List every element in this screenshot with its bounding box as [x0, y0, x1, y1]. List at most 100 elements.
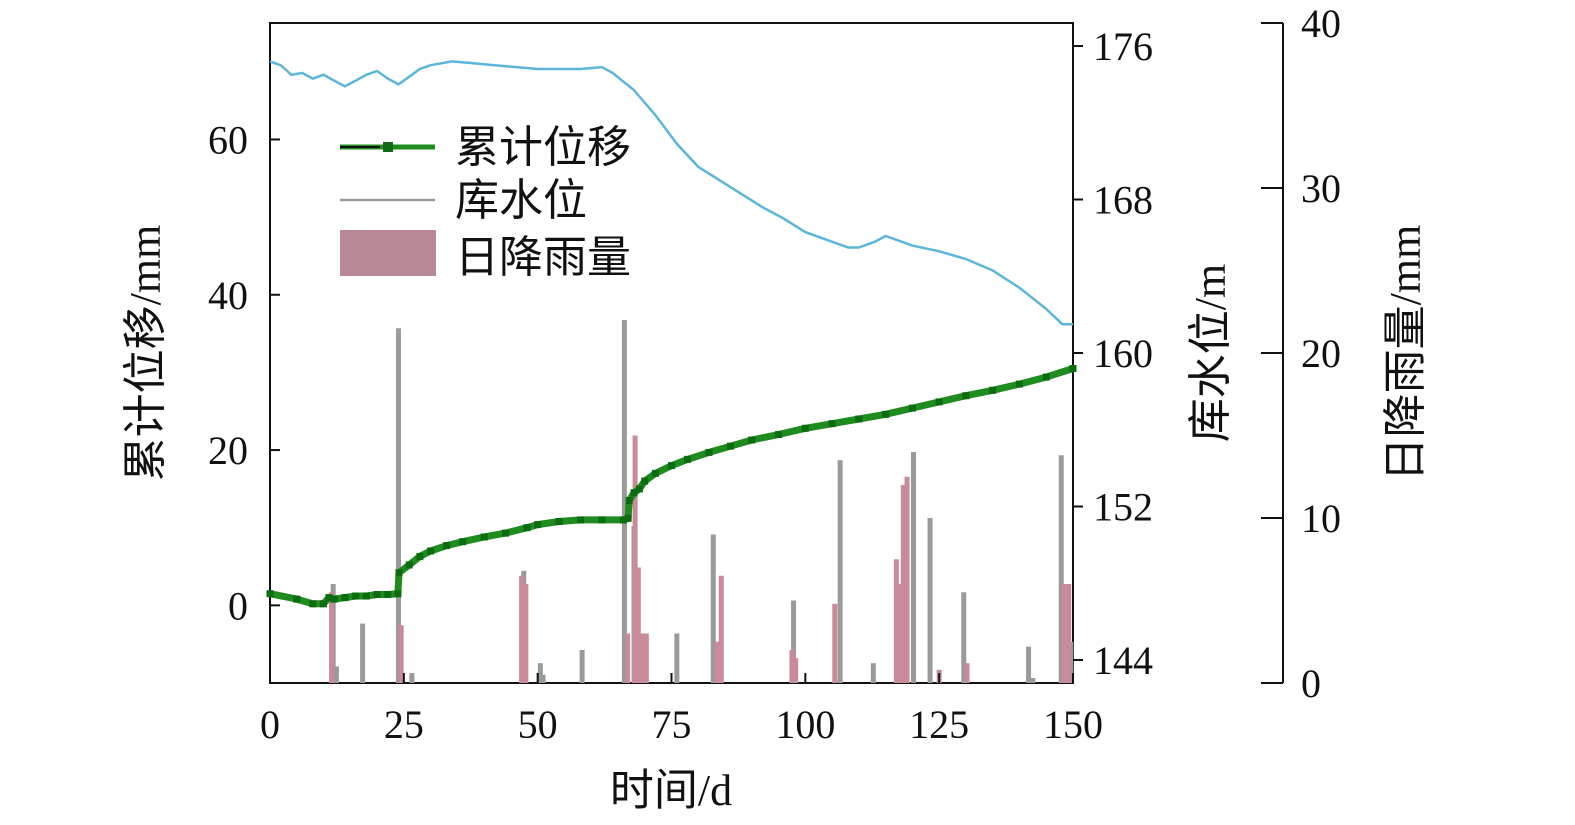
displacement-point-18: [480, 533, 488, 541]
x-tick-label-6: 150: [1043, 702, 1103, 747]
left-axis-ticks: 0 20 40 60: [208, 117, 280, 628]
legend-rain-swatch: [340, 230, 436, 276]
x-tick-label-4: 100: [775, 702, 835, 747]
plot-frame: [269, 22, 1074, 684]
rain-bar-gray-16: [910, 452, 916, 683]
displacement-point-25: [619, 516, 627, 524]
displacement-point-44: [962, 392, 970, 400]
displacement-point-8: [362, 592, 370, 600]
legend-displacement-marker: [383, 142, 393, 152]
rain-bar-gray-17: [927, 518, 933, 683]
displacement-markers: [266, 365, 1077, 608]
rain-bar-gray-15: [870, 663, 876, 683]
x-axis-label: 时间/d: [610, 766, 732, 815]
legend-water-label: 库水位: [455, 176, 587, 225]
rain-bar-pink-14: [893, 559, 899, 683]
rain-bar-pink-11: [789, 650, 795, 683]
legend-item-water-level: 库水位: [340, 176, 587, 225]
rain-bar-pink-2: [519, 575, 525, 683]
displacement-point-46: [1015, 380, 1023, 388]
x-tick-label-5: 125: [909, 702, 969, 747]
rain-bar-pink-9: [715, 641, 721, 683]
rain-bar-gray-20: [1030, 678, 1036, 683]
rain-bar-pink-15: [897, 584, 903, 683]
rain-axis-ticks: 0 10 20 30 40: [1261, 1, 1341, 706]
displacement-point-43: [935, 398, 943, 406]
legend-displacement-label: 累计位移: [455, 123, 631, 172]
water-tick-label-4: 176: [1093, 24, 1153, 69]
rain-tick-label-1: 10: [1301, 496, 1341, 541]
rain-bar-pink-7: [640, 633, 646, 683]
rain-bar-pink-5: [632, 435, 638, 683]
rain-bar-pink-17: [904, 476, 910, 683]
displacement-point-16: [443, 542, 451, 550]
displacement-point-15: [427, 547, 435, 555]
rain-bar-gray-7: [540, 674, 546, 683]
displacement-point-7: [352, 592, 360, 600]
displacement-point-27: [625, 497, 633, 505]
rain-bar-gray-13: [791, 600, 797, 683]
rain-bar-gray-9: [621, 320, 627, 683]
displacement-point-13: [405, 561, 413, 569]
displacement-point-12: [395, 569, 403, 577]
displacement-point-38: [801, 424, 809, 432]
displacement-point-36: [748, 436, 756, 444]
displacement-point-30: [641, 477, 649, 485]
displacement-point-11: [394, 590, 402, 598]
displacement-point-33: [684, 455, 692, 463]
rain-bar-gray-6: [537, 663, 543, 683]
rain-tick-label-0: 0: [1301, 661, 1321, 706]
displacement-point-29: [635, 485, 643, 493]
x-tick-label-3: 75: [652, 702, 692, 747]
rain-bar-gray-21: [1058, 455, 1064, 683]
displacement-point-42: [908, 404, 916, 412]
rain-bars: [329, 320, 1074, 683]
water-axis-ticks: 144 152 160 168 176: [1073, 24, 1153, 683]
rain-bar-pink-4: [625, 633, 631, 683]
legend-item-displacement: 累计位移: [340, 123, 631, 172]
rain-bar-gray-3: [395, 328, 401, 683]
displacement-point-32: [668, 462, 675, 470]
rain-bar-pink-13: [832, 603, 838, 683]
displacement-point-41: [882, 410, 890, 418]
rain-bar-pink-20: [1061, 584, 1067, 683]
displacement-point-19: [502, 529, 510, 537]
rain-bar-gray-18: [961, 592, 967, 683]
displacement-point-40: [855, 415, 863, 423]
displacement-point-14: [416, 552, 424, 560]
left-tick-label-2: 40: [208, 273, 248, 318]
water-tick-label-0: 144: [1093, 638, 1153, 683]
left-axis-label: 累计位移/mm: [121, 225, 170, 482]
rain-bar-pink-16: [900, 485, 906, 683]
displacement-point-0: [266, 590, 274, 598]
legend-rain-label: 日降雨量: [455, 233, 631, 282]
rain-tick-label-4: 40: [1301, 1, 1341, 46]
displacement-point-23: [576, 516, 584, 524]
x-tick-label-1: 25: [384, 702, 424, 747]
rain-bar-gray-8: [579, 650, 585, 683]
displacement-point-28: [630, 489, 638, 497]
rain-bar-pink-21: [1066, 584, 1072, 683]
displacement-point-20: [523, 524, 531, 532]
rain-bar-pink-0: [329, 592, 335, 683]
water-level-line: [269, 60, 1073, 326]
displacement-point-6: [341, 594, 349, 602]
displacement-series: [266, 365, 1077, 608]
rain-tick-label-2: 20: [1301, 331, 1341, 376]
displacement-point-39: [828, 420, 836, 428]
displacement-point-3: [320, 600, 328, 608]
rain-bar-gray-1: [333, 666, 339, 683]
displacement-line: [269, 365, 1075, 608]
water-tick-label-3: 168: [1093, 178, 1153, 223]
rain-bar-pink-8: [643, 633, 649, 683]
rain-bar-pink-12: [793, 658, 799, 683]
displacement-point-45: [989, 386, 997, 394]
rain-bar-pink-1: [398, 625, 404, 683]
displacement-point-9: [373, 590, 381, 598]
rain-bar-gray-14: [837, 460, 843, 683]
left-tick-label-1: 20: [208, 428, 248, 473]
rain-bar-gray-19: [1026, 646, 1032, 683]
rain-bar-gray-12: [710, 534, 716, 683]
displacement-point-35: [726, 442, 734, 450]
